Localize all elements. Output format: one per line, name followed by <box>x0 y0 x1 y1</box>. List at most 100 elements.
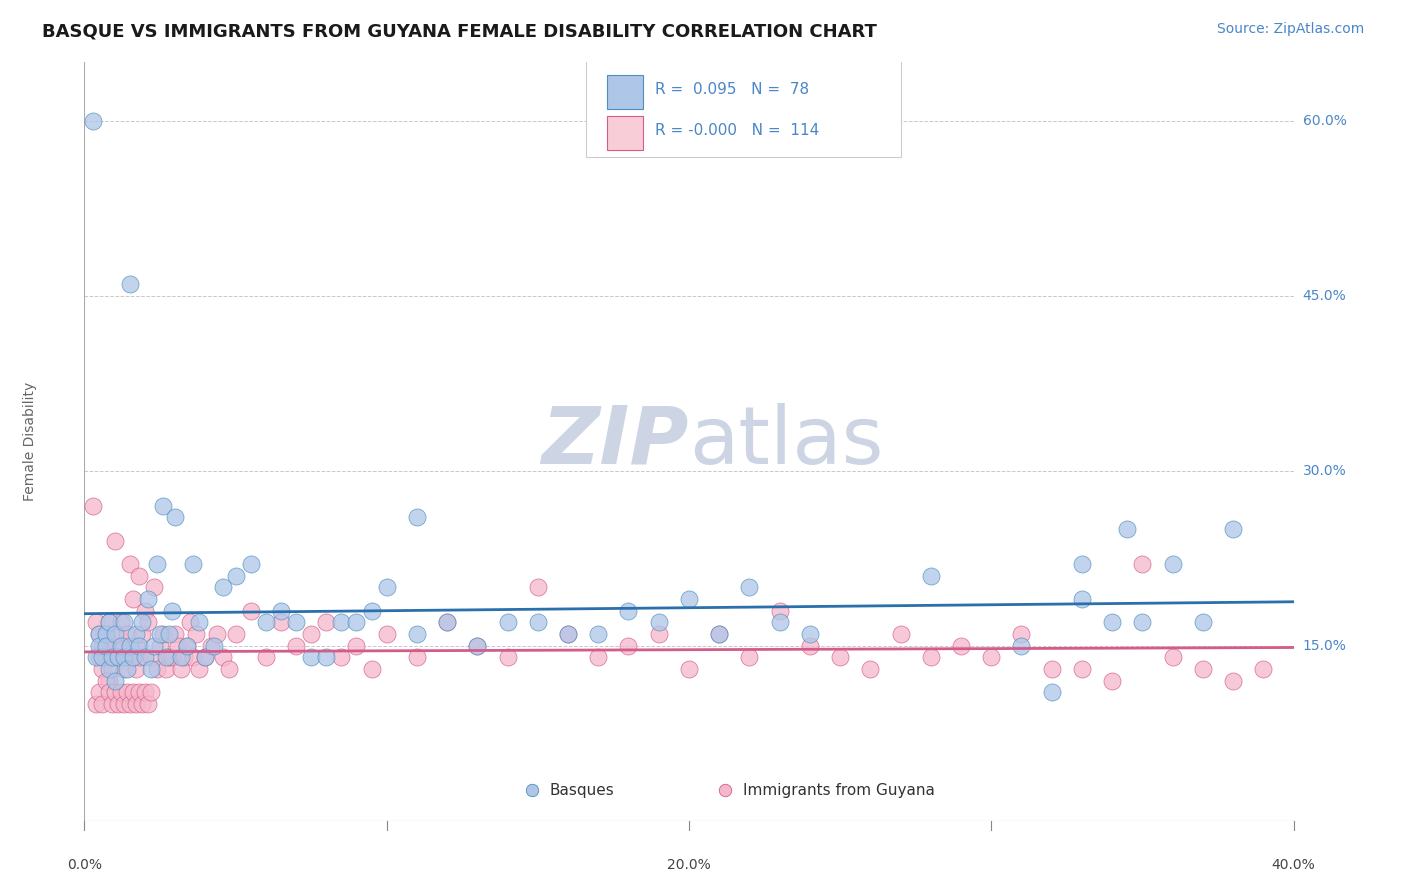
Point <box>165 627 187 641</box>
Point <box>149 627 172 641</box>
Point <box>160 604 183 618</box>
Point <box>110 615 132 630</box>
Point <box>207 627 229 641</box>
Point <box>360 662 382 676</box>
Point <box>107 650 129 665</box>
Text: ZIP: ZIP <box>541 402 689 481</box>
Text: 20.0%: 20.0% <box>666 858 711 872</box>
Point <box>146 557 169 571</box>
Point <box>588 650 610 665</box>
Point <box>920 568 942 582</box>
Point <box>167 639 190 653</box>
Point <box>104 685 127 699</box>
FancyBboxPatch shape <box>586 59 901 157</box>
Point <box>134 650 156 665</box>
Point <box>176 639 198 653</box>
Point <box>139 662 162 676</box>
Point <box>128 639 150 653</box>
Point <box>170 662 193 676</box>
Text: atlas: atlas <box>689 402 883 481</box>
Point <box>346 615 368 630</box>
Point <box>115 685 138 699</box>
Point <box>617 639 640 653</box>
Point <box>100 697 122 711</box>
Text: Immigrants from Guyana: Immigrants from Guyana <box>744 783 935 797</box>
Point <box>82 113 104 128</box>
Point <box>149 639 172 653</box>
Point <box>118 277 141 291</box>
Point <box>330 615 353 630</box>
Point <box>121 685 143 699</box>
Point <box>406 510 429 524</box>
Text: BASQUE VS IMMIGRANTS FROM GUYANA FEMALE DISABILITY CORRELATION CHART: BASQUE VS IMMIGRANTS FROM GUYANA FEMALE … <box>42 22 877 40</box>
Point <box>1071 557 1094 571</box>
Point <box>859 662 882 676</box>
Bar <box>607 115 643 150</box>
Point <box>104 533 127 548</box>
Point <box>218 662 240 676</box>
Point <box>557 627 579 641</box>
Point <box>188 615 211 630</box>
Point <box>118 697 141 711</box>
Point <box>89 627 111 641</box>
Point <box>225 568 247 582</box>
Point <box>315 650 337 665</box>
Point <box>89 685 111 699</box>
Point <box>1101 615 1123 630</box>
Point <box>950 639 973 653</box>
Point <box>128 685 150 699</box>
Point <box>104 639 127 653</box>
Point <box>118 639 141 653</box>
Point <box>104 673 127 688</box>
Point <box>1222 522 1244 536</box>
Point <box>125 662 148 676</box>
Point <box>1192 767 1215 781</box>
Point <box>86 650 108 665</box>
Point <box>375 627 398 641</box>
Point <box>118 557 141 571</box>
Point <box>1011 639 1033 653</box>
Point <box>94 639 117 653</box>
Point <box>91 697 114 711</box>
Point <box>375 580 398 594</box>
Point <box>181 557 204 571</box>
Point <box>194 650 217 665</box>
Point <box>1130 615 1153 630</box>
Point <box>121 650 143 665</box>
Point <box>97 615 120 630</box>
Point <box>194 650 217 665</box>
Point <box>97 673 120 688</box>
Point <box>152 627 174 641</box>
Point <box>1040 662 1063 676</box>
Point <box>239 557 262 571</box>
Point <box>254 650 277 665</box>
Point <box>360 604 382 618</box>
Point <box>769 604 792 618</box>
Point <box>136 615 159 630</box>
Point <box>142 580 165 594</box>
Point <box>188 662 211 676</box>
Point <box>110 685 132 699</box>
Point <box>115 650 138 665</box>
Point <box>110 639 132 653</box>
Point <box>436 615 458 630</box>
Point <box>200 639 222 653</box>
Point <box>82 499 104 513</box>
Point <box>115 627 138 641</box>
Point <box>107 697 129 711</box>
Point <box>134 604 156 618</box>
Point <box>89 627 111 641</box>
Point <box>100 639 122 653</box>
Point <box>121 592 143 607</box>
Point <box>112 639 135 653</box>
Point <box>799 627 821 641</box>
Point <box>527 615 550 630</box>
Point <box>125 697 148 711</box>
Point <box>1130 557 1153 571</box>
Point <box>1253 662 1275 676</box>
Point <box>97 615 120 630</box>
Point <box>107 650 129 665</box>
Point <box>97 685 120 699</box>
Point <box>107 627 129 641</box>
Point <box>1011 627 1033 641</box>
